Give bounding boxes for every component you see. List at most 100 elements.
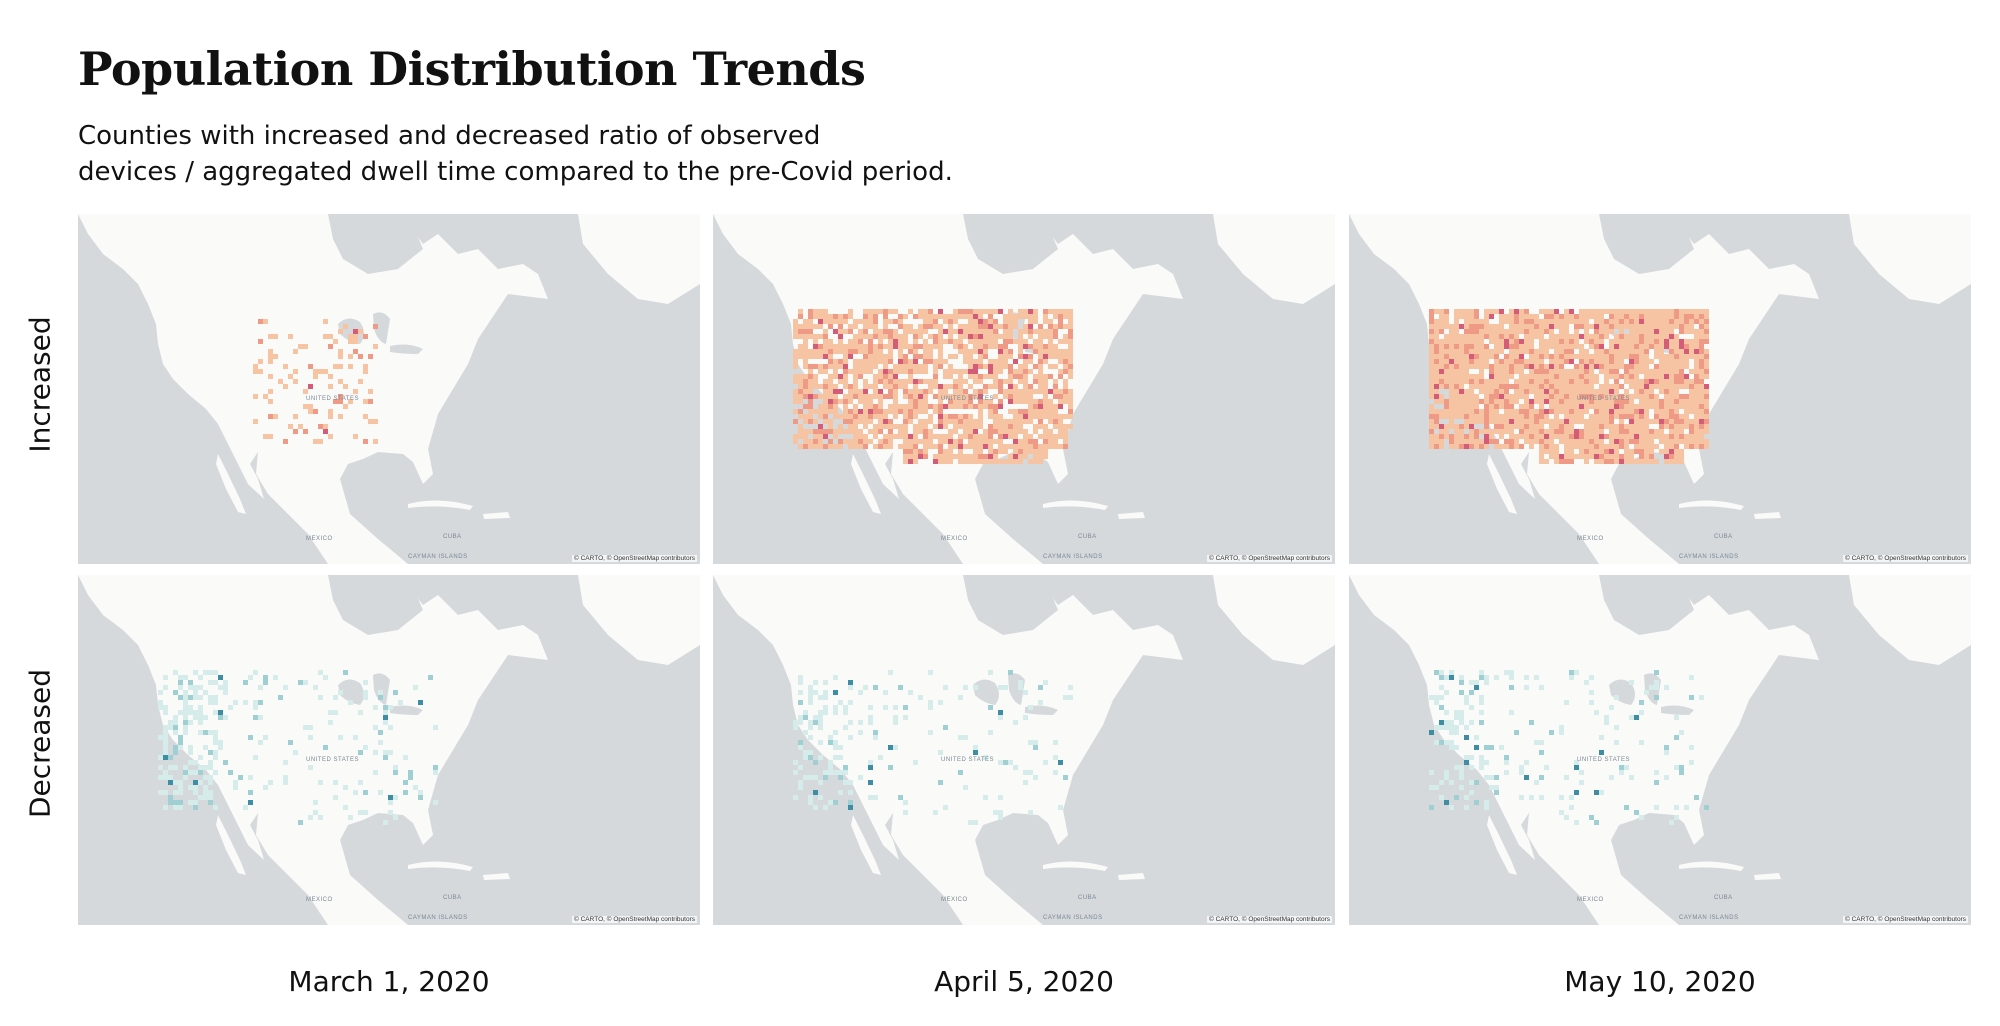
- county-cell: [808, 399, 813, 404]
- county-cell: [1669, 820, 1674, 825]
- county-cell: [1569, 394, 1574, 399]
- county-cell: [1454, 710, 1459, 715]
- county-cell: [1484, 414, 1489, 419]
- county-cell: [1028, 404, 1033, 409]
- map-svg: [78, 575, 700, 925]
- county-cell: [858, 429, 863, 434]
- county-cell: [963, 434, 968, 439]
- county-cell: [1043, 439, 1048, 444]
- county-cell: [923, 319, 928, 324]
- county-cell: [1669, 374, 1674, 379]
- county-cell: [823, 314, 828, 319]
- county-cell: [808, 379, 813, 384]
- county-cell: [883, 309, 888, 314]
- map-attribution[interactable]: © CARTO, © OpenStreetMap contributors: [1843, 555, 1968, 562]
- county-cell: [268, 354, 273, 359]
- county-cell: [1564, 309, 1569, 314]
- map-attribution[interactable]: © CARTO, © OpenStreetMap contributors: [1207, 916, 1332, 923]
- county-cell: [293, 414, 298, 419]
- county-cell: [893, 720, 898, 725]
- county-cell: [1629, 399, 1634, 404]
- county-cell: [1624, 379, 1629, 384]
- county-cell: [1669, 364, 1674, 369]
- county-cell: [1574, 369, 1579, 374]
- county-cell: [1459, 765, 1464, 770]
- county-cell: [1699, 359, 1704, 364]
- county-cell: [1033, 344, 1038, 349]
- county-cell: [1524, 319, 1529, 324]
- county-cell: [1529, 444, 1534, 449]
- county-cell: [1684, 314, 1689, 319]
- county-cell: [1694, 419, 1699, 424]
- county-cell: [1639, 394, 1644, 399]
- county-cell: [883, 334, 888, 339]
- county-cell: [1679, 344, 1684, 349]
- county-cell: [1574, 374, 1579, 379]
- map-attribution[interactable]: © CARTO, © OpenStreetMap contributors: [1843, 916, 1968, 923]
- county-cell: [1439, 795, 1444, 800]
- county-cell: [1579, 780, 1584, 785]
- county-cell: [1534, 424, 1539, 429]
- county-cell: [338, 399, 343, 404]
- county-cell: [1579, 324, 1584, 329]
- map-attribution[interactable]: © CARTO, © OpenStreetMap contributors: [572, 916, 697, 923]
- county-cell: [913, 329, 918, 334]
- county-cell: [1444, 725, 1449, 730]
- county-cell: [1033, 374, 1038, 379]
- county-cell: [1619, 444, 1624, 449]
- county-cell: [978, 414, 983, 419]
- cuba-land: [408, 500, 473, 510]
- county-cell: [278, 695, 283, 700]
- county-cell: [1444, 434, 1449, 439]
- county-cell: [803, 379, 808, 384]
- county-cell: [1444, 720, 1449, 725]
- county-cell: [863, 685, 868, 690]
- county-cell: [1659, 354, 1664, 359]
- county-cell: [1579, 404, 1584, 409]
- county-cell: [873, 389, 878, 394]
- county-cell: [933, 369, 938, 374]
- county-cell: [348, 700, 353, 705]
- county-cell: [1003, 359, 1008, 364]
- county-cell: [1644, 324, 1649, 329]
- county-cell: [813, 439, 818, 444]
- county-cell: [1694, 374, 1699, 379]
- county-cell: [1579, 314, 1584, 319]
- county-cell: [848, 314, 853, 319]
- county-cell: [1499, 344, 1504, 349]
- county-cell: [873, 344, 878, 349]
- county-cell: [1689, 324, 1694, 329]
- county-cell: [963, 354, 968, 359]
- county-cell: [1008, 670, 1013, 675]
- county-cell: [1524, 434, 1529, 439]
- county-cell: [813, 384, 818, 389]
- county-cell: [1459, 720, 1464, 725]
- county-cell: [1439, 319, 1444, 324]
- county-cell: [1449, 439, 1454, 444]
- county-cell: [903, 444, 908, 449]
- county-cell: [833, 444, 838, 449]
- county-cell: [1574, 765, 1579, 770]
- county-cell: [883, 364, 888, 369]
- county-cell: [833, 705, 838, 710]
- county-cell: [1574, 389, 1579, 394]
- county-cell: [838, 314, 843, 319]
- county-cell: [973, 364, 978, 369]
- county-cell: [363, 399, 368, 404]
- map-attribution[interactable]: © CARTO, © OpenStreetMap contributors: [572, 555, 697, 562]
- map-attribution[interactable]: © CARTO, © OpenStreetMap contributors: [1207, 555, 1332, 562]
- county-cell: [978, 394, 983, 399]
- county-cell: [958, 735, 963, 740]
- county-cell: [218, 715, 223, 720]
- county-cell: [1569, 334, 1574, 339]
- county-cell: [1634, 449, 1639, 454]
- county-cell: [1444, 775, 1449, 780]
- county-cell: [393, 690, 398, 695]
- county-cell: [1654, 374, 1659, 379]
- county-cell: [1494, 359, 1499, 364]
- county-cell: [1033, 429, 1038, 434]
- county-cell: [1429, 695, 1434, 700]
- county-cell: [1544, 444, 1549, 449]
- county-cell: [1569, 389, 1574, 394]
- county-cell: [338, 354, 343, 359]
